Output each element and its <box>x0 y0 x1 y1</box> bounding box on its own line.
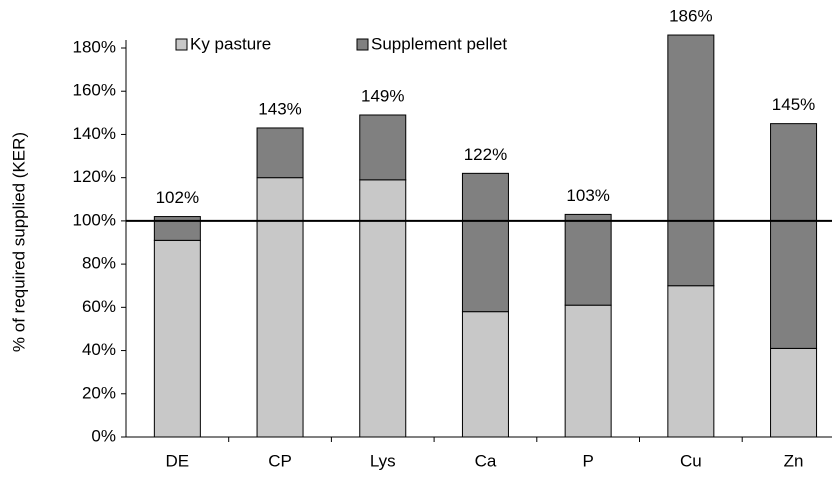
bar-segment <box>359 179 407 438</box>
bar-segment <box>153 239 201 438</box>
y-tick-label: 80% <box>82 254 116 273</box>
x-tick-label: Ca <box>475 451 497 470</box>
y-tick-label: 20% <box>82 383 116 402</box>
y-tick-label: 0% <box>91 426 116 445</box>
bar-segment <box>667 34 715 287</box>
y-tick-label: 120% <box>73 167 116 186</box>
total-label: 102% <box>156 188 199 207</box>
x-tick-label: DE <box>166 451 190 470</box>
total-label: 186% <box>669 7 712 26</box>
y-tick-label: 40% <box>82 340 116 359</box>
bar-segment <box>256 127 304 179</box>
total-label: 103% <box>566 186 609 205</box>
y-tick-label: 180% <box>73 37 116 56</box>
x-tick-label: P <box>582 451 593 470</box>
y-tick-label: 160% <box>73 81 116 100</box>
total-label: 149% <box>361 86 404 105</box>
bar-segment <box>153 216 201 241</box>
total-label: 145% <box>772 95 815 114</box>
bar-segment <box>461 311 509 438</box>
bar-segment <box>667 285 715 438</box>
legend-label: Ky pasture <box>190 34 271 53</box>
bar-segment <box>564 304 612 438</box>
total-label: 143% <box>258 99 301 118</box>
x-tick-label: CP <box>268 451 292 470</box>
bar-segment <box>564 213 612 306</box>
legend-swatch <box>175 38 188 51</box>
bar-segment <box>359 114 407 181</box>
bar-segment <box>770 123 818 349</box>
y-tick-label: 60% <box>82 297 116 316</box>
bar-segment <box>256 177 304 438</box>
y-tick-label: 140% <box>73 124 116 143</box>
y-axis-label: % of required supplied (KER) <box>9 132 28 352</box>
x-tick-label: Lys <box>370 451 396 470</box>
x-tick-label: Zn <box>784 451 804 470</box>
total-label: 122% <box>464 145 507 164</box>
legend-swatch <box>356 38 369 51</box>
x-tick-label: Cu <box>680 451 702 470</box>
legend-label: Supplement pellet <box>371 34 507 53</box>
bar-segment <box>461 172 509 313</box>
y-tick-label: 100% <box>73 210 116 229</box>
bar-segment <box>770 347 818 438</box>
